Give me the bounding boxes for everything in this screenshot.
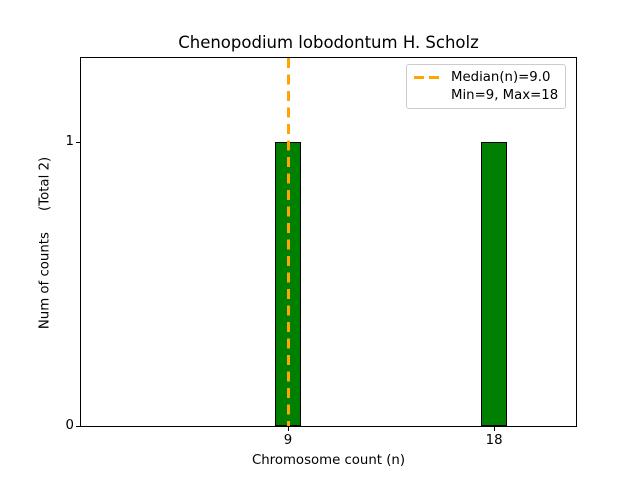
median-line: [286, 58, 290, 426]
legend: Median(n)=9.0 Min=9, Max=18: [406, 64, 566, 109]
x-tick-18: [493, 427, 495, 431]
y-tick-label-0: 0: [65, 417, 74, 433]
plot-area: [80, 57, 577, 427]
y-tick-label-1: 1: [65, 133, 74, 149]
x-axis-label: Chromosome count (n): [251, 453, 406, 468]
x-tick-label-18: 18: [485, 433, 503, 448]
legend-row-median: Median(n)=9.0: [414, 69, 557, 87]
legend-swatch-spacer: [414, 94, 442, 97]
y-tick-0: [76, 425, 80, 427]
legend-row-minmax: Min=9, Max=18: [414, 87, 559, 105]
x-tick-label-9: 9: [283, 433, 293, 448]
y-axis-label: Num of counts (Total 2): [37, 156, 53, 330]
x-tick-9: [287, 427, 289, 431]
bar-x18: [481, 142, 508, 426]
y-tick-1: [76, 141, 80, 143]
median-dashed-line-swatch-icon: [414, 76, 442, 80]
legend-entry-median: Median(n)=9.0: [451, 70, 551, 86]
chart-title: Chenopodium lobodontum H. Scholz: [178, 33, 479, 52]
legend-entry-minmax: Min=9, Max=18: [451, 87, 559, 103]
